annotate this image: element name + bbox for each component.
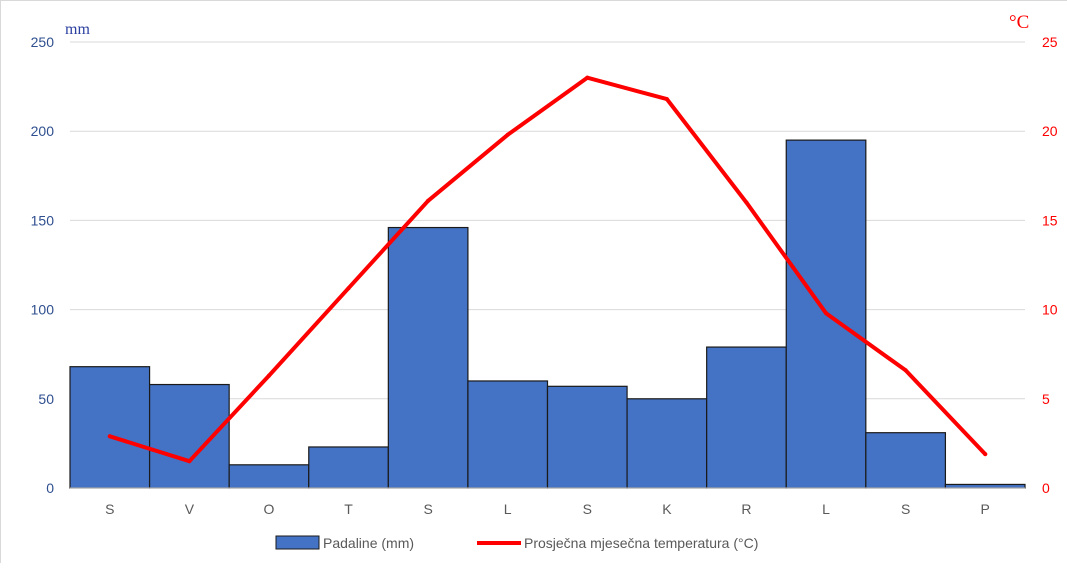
temperature-point [187, 459, 192, 464]
precipitation-bar [69, 366, 151, 489]
x-tick-label: V [185, 501, 195, 517]
temperature-point [585, 75, 590, 80]
temperature-point [824, 311, 829, 316]
precipitation-bar [546, 385, 628, 489]
x-tick-label: O [264, 501, 275, 517]
temperature-point [983, 452, 988, 457]
gridlines [70, 41, 1025, 400]
precipitation-bars [69, 139, 1026, 489]
x-tick-label: T [344, 501, 353, 517]
right-tick-label: 25 [1042, 34, 1058, 50]
x-tick-label: P [981, 501, 990, 517]
precipitation-bar [148, 383, 230, 489]
precipitation-bar [944, 483, 1026, 489]
left-tick-label: 250 [31, 34, 55, 50]
x-tick-label: L [822, 501, 830, 517]
precipitation-bar [865, 432, 947, 489]
temperature-point [664, 97, 669, 102]
precipitation-bar [387, 226, 469, 489]
axes: 0 50 100 150 200 250 0 5 10 15 20 25 S V O T S L S K R L S Pmm °… [31, 12, 1058, 517]
x-tick-label: S [105, 501, 114, 517]
left-tick-label: 200 [31, 123, 55, 139]
right-axis-unit: °C [1009, 12, 1029, 33]
x-tick-label: L [504, 501, 512, 517]
temperature-point [505, 132, 510, 137]
legend-bar-swatch [275, 535, 320, 550]
left-tick-label: 100 [31, 302, 55, 318]
x-tick-label: K [662, 501, 672, 517]
precipitation-bar [467, 380, 549, 489]
legend: Padaline (mm) Prosječna mjesečna temperat… [275, 535, 758, 551]
left-axis-unit: mm [65, 21, 90, 38]
right-tick-label: 20 [1042, 123, 1058, 139]
precipitation-bar [308, 446, 389, 489]
temperature-point [346, 286, 351, 291]
x-tick-label: R [741, 501, 751, 517]
right-tick-label: 10 [1042, 302, 1058, 318]
temperature-point [266, 373, 271, 378]
right-tick-label: 0 [1042, 480, 1050, 496]
temperature-line [107, 75, 988, 464]
precipitation-bar [626, 398, 708, 489]
right-tick-label: 15 [1042, 212, 1058, 228]
right-tick-label: 5 [1042, 391, 1050, 407]
left-tick-label: 150 [31, 212, 55, 228]
left-tick-label: 0 [46, 480, 54, 496]
temperature-point [107, 434, 112, 439]
x-tick-label: S [423, 501, 432, 517]
temperature-series-line [107, 75, 988, 464]
left-tick-label: 50 [38, 391, 54, 407]
temperature-point [426, 198, 431, 203]
legend-line-label: Prosječna mjesečna temperatura (°C) [524, 535, 758, 551]
x-tick-label: S [583, 501, 592, 517]
temperature-point [744, 200, 749, 205]
temperature-point [903, 368, 908, 373]
legend-bar-label: Padaline (mm) [323, 535, 414, 551]
x-tick-label: S [901, 501, 910, 517]
precipitation-bar [706, 346, 787, 489]
precipitation-bar [228, 464, 310, 489]
